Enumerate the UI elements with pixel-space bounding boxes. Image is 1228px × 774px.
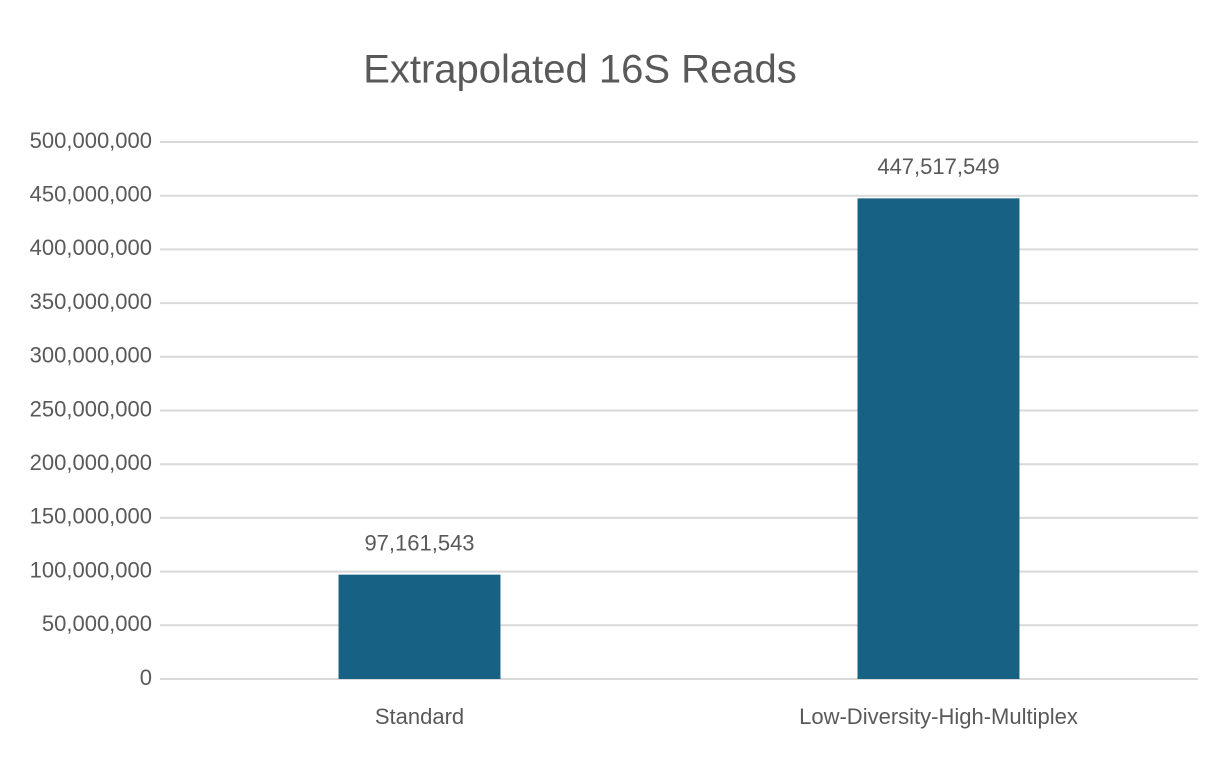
y-tick-label: 150,000,000 (30, 504, 152, 529)
bar (338, 574, 501, 679)
y-tick-label: 450,000,000 (30, 182, 152, 207)
y-tick-label: 400,000,000 (30, 235, 152, 260)
x-tick-label: Standard (375, 704, 464, 729)
bar (857, 198, 1020, 679)
y-tick-label: 350,000,000 (30, 289, 152, 314)
y-tick-label: 250,000,000 (30, 396, 152, 421)
y-tick-label: 200,000,000 (30, 450, 152, 475)
y-tick-label: 100,000,000 (30, 557, 152, 582)
y-tick-label: 500,000,000 (30, 128, 152, 153)
chart-title: Extrapolated 16S Reads (363, 48, 797, 92)
y-tick-label: 300,000,000 (30, 343, 152, 368)
data-label: 447,517,549 (877, 154, 999, 179)
x-tick-label: Low-Diversity-High-Multiplex (799, 704, 1078, 729)
data-label: 97,161,543 (364, 530, 474, 555)
y-tick-label: 0 (140, 665, 152, 690)
y-tick-label: 50,000,000 (42, 611, 152, 636)
